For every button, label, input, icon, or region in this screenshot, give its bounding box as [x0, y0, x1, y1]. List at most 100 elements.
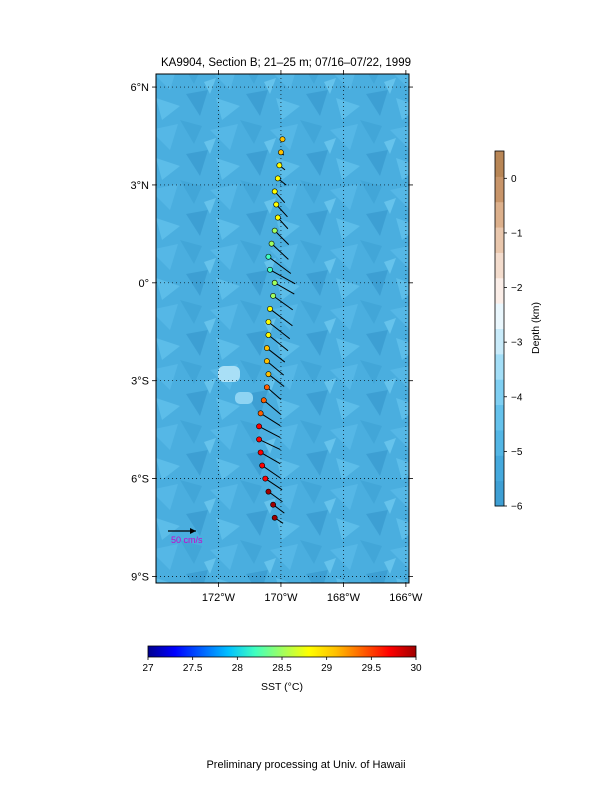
sst-marker [267, 306, 273, 312]
lat-tick-label: 0° [138, 278, 149, 290]
sst-marker [265, 253, 272, 260]
lat-tick-label: 3°S [131, 376, 149, 388]
map-frame [155, 73, 410, 584]
lat-tick-label: 6°N [131, 82, 150, 94]
lon-tick-label: 168°W [327, 592, 361, 604]
grid-lines [156, 74, 409, 583]
depth-colorbar-swatches [495, 151, 504, 507]
depth-colorbar-ticks: 0 −1 −2 −3 −4 −5 −6 [504, 174, 523, 513]
depth-tick-label: −4 [511, 392, 523, 403]
sst-marker [265, 319, 272, 325]
sst-colorbar-swatches [148, 646, 416, 657]
bathymetry-shallow-patch [218, 366, 240, 382]
lon-tick-label: 170°W [264, 592, 298, 604]
velocity-vector [261, 465, 281, 479]
chart-title: KA9904, Section B; 21–25 m; 07/16–07/22,… [161, 57, 411, 69]
velocity-vector [258, 438, 281, 450]
sst-color-ramp [148, 646, 416, 657]
velocity-vector [269, 308, 293, 327]
sst-marker [274, 214, 281, 221]
sst-marker [263, 345, 270, 351]
velocity-vector [268, 256, 292, 274]
velocity-vector [266, 360, 285, 376]
depth-color-step [495, 328, 504, 355]
sst-tick-label: 30 [410, 663, 422, 674]
sst-marker [262, 475, 269, 482]
depth-tick-label: −6 [511, 502, 523, 513]
velocity-vector [268, 321, 291, 340]
sst-tick-label: 29.5 [362, 663, 382, 674]
sst-marker [271, 279, 278, 286]
sst-tick-label: 28 [232, 663, 244, 674]
lon-tick-label: 172°W [202, 592, 236, 604]
sst-marker [263, 384, 270, 391]
sst-marker [273, 201, 280, 208]
sst-marker [271, 514, 278, 521]
sst-marker [265, 488, 272, 495]
lon-tick-label: 166°W [389, 592, 423, 604]
sst-marker [256, 436, 262, 443]
depth-color-step [495, 379, 504, 406]
sst-marker [263, 358, 270, 365]
depth-tick-label: −1 [511, 228, 523, 239]
depth-color-step [495, 176, 504, 203]
lat-tick-label: 3°N [131, 180, 150, 192]
depth-color-step [495, 277, 504, 304]
sst-marker [256, 423, 262, 430]
depth-color-step [495, 455, 504, 482]
sst-marker [271, 188, 278, 195]
sst-tick-label: 27 [142, 663, 154, 674]
depth-tick-label: −5 [511, 447, 523, 458]
depth-tick-label: −3 [511, 338, 523, 349]
sst-marker [259, 462, 266, 469]
sst-marker [271, 227, 278, 234]
depth-color-step [495, 252, 504, 279]
depth-color-step [495, 151, 504, 177]
sst-marker [260, 397, 267, 404]
velocity-vector [265, 478, 283, 491]
velocity-vector [274, 230, 290, 245]
scale-arrow: 50 cm/s [168, 528, 203, 545]
lat-tick-label: 9°S [131, 571, 149, 583]
sst-marker [265, 371, 272, 378]
depth-tick-label: 0 [511, 174, 517, 185]
bathymetry-field [156, 74, 409, 583]
velocity-vector [269, 269, 296, 285]
sst-marker [274, 175, 281, 182]
velocity-vector [271, 243, 289, 260]
depth-color-step [495, 201, 504, 228]
lat-tick-label: 6°S [131, 474, 149, 486]
bathymetry-shallow-patch [235, 392, 253, 404]
velocity-vector [272, 295, 294, 311]
sst-marker [270, 501, 277, 508]
processing-note: Preliminary processing at Univ. of Hawai… [206, 759, 405, 771]
velocity-vector [274, 282, 295, 295]
depth-colorbar-frame [494, 150, 505, 507]
depth-color-step [495, 227, 504, 253]
sst-tick-label: 27.5 [183, 663, 203, 674]
depth-color-step [495, 353, 504, 380]
sst-marker [267, 266, 273, 273]
depth-colorbar-label: Depth (km) [530, 302, 542, 354]
sst-marker [270, 292, 277, 299]
velocity-vector [260, 412, 281, 427]
depth-colorbar: 0 −1 −2 −3 −4 −5 −6 Depth (km) [494, 150, 542, 513]
map-panel: 172°W 170°W 168°W 166°W 6°N 3°N 0° 3°S 6°S 9°S 50… [131, 70, 423, 604]
sst-marker [279, 136, 286, 143]
depth-color-step [495, 429, 504, 456]
sst-tick-label: 29 [321, 663, 333, 674]
sst-colorbar: 27 27.5 28 28.5 29 29.5 30 SST (°C) [142, 645, 422, 693]
sst-marker [278, 149, 284, 156]
sst-colorbar-ticks: 27 27.5 28 28.5 29 29.5 30 [142, 657, 422, 674]
scale-arrow-label: 50 cm/s [171, 535, 203, 545]
depth-tick-label: −2 [511, 283, 523, 294]
velocity-vector [258, 425, 281, 439]
sst-marker [265, 332, 272, 338]
sst-colorbar-label: SST (°C) [261, 681, 303, 693]
sst-tick-label: 28.5 [272, 663, 292, 674]
velocity-vector [268, 373, 285, 387]
velocity-vector [260, 452, 281, 465]
velocity-vector [268, 334, 289, 352]
velocity-vector [266, 347, 286, 363]
velocity-vector [263, 399, 281, 415]
